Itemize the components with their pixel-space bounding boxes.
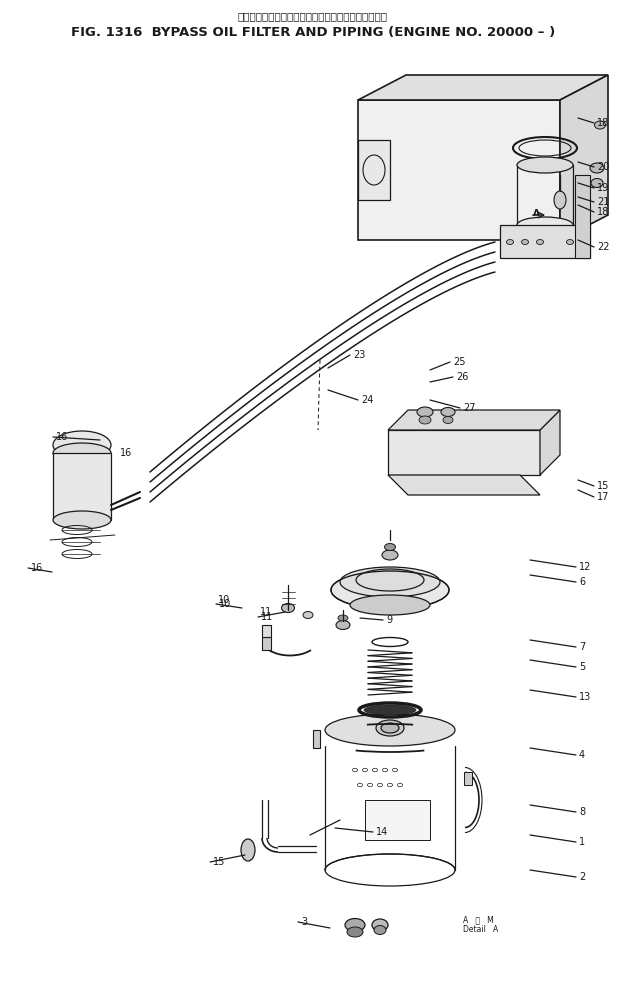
Ellipse shape <box>591 179 603 188</box>
Ellipse shape <box>376 720 404 736</box>
Polygon shape <box>560 75 608 240</box>
Ellipse shape <box>338 615 348 621</box>
Polygon shape <box>313 730 320 748</box>
Text: 18: 18 <box>597 118 609 128</box>
Ellipse shape <box>506 240 513 245</box>
Text: 9: 9 <box>386 615 392 625</box>
Text: 20: 20 <box>597 162 609 172</box>
Polygon shape <box>540 410 560 475</box>
Polygon shape <box>464 772 472 785</box>
Polygon shape <box>358 75 608 100</box>
Ellipse shape <box>336 621 350 629</box>
Ellipse shape <box>303 612 313 619</box>
Polygon shape <box>500 225 590 258</box>
Ellipse shape <box>536 240 543 245</box>
Text: A   披   M: A 披 M <box>463 915 494 924</box>
Text: 7: 7 <box>579 642 585 652</box>
Text: 21: 21 <box>597 197 609 207</box>
Text: 2: 2 <box>579 872 585 882</box>
Text: 14: 14 <box>376 827 388 837</box>
Ellipse shape <box>53 443 111 463</box>
Polygon shape <box>53 453 111 520</box>
Text: 23: 23 <box>353 350 366 360</box>
Polygon shape <box>575 175 590 258</box>
Ellipse shape <box>517 217 573 233</box>
Polygon shape <box>388 410 560 430</box>
Ellipse shape <box>331 571 449 609</box>
Text: 6: 6 <box>579 577 585 587</box>
Text: FIG. 1316  BYPASS OIL FILTER AND PIPING (ENGINE NO. 20000 – ): FIG. 1316 BYPASS OIL FILTER AND PIPING (… <box>71 26 555 38</box>
Ellipse shape <box>381 723 399 733</box>
Text: 3: 3 <box>301 917 307 927</box>
Polygon shape <box>388 475 540 495</box>
Ellipse shape <box>356 569 424 591</box>
Polygon shape <box>262 625 271 637</box>
Text: 16: 16 <box>31 563 43 573</box>
Ellipse shape <box>382 550 398 560</box>
Ellipse shape <box>325 714 455 746</box>
Text: 5: 5 <box>579 662 585 672</box>
Ellipse shape <box>419 416 431 424</box>
Ellipse shape <box>582 240 588 245</box>
Text: 15: 15 <box>597 481 609 491</box>
Ellipse shape <box>53 431 111 459</box>
Polygon shape <box>358 140 390 200</box>
Ellipse shape <box>521 240 528 245</box>
Ellipse shape <box>350 595 430 615</box>
Text: 18: 18 <box>597 207 609 217</box>
Text: Detail   A: Detail A <box>463 925 498 935</box>
Text: 4: 4 <box>579 750 585 760</box>
Text: 24: 24 <box>361 395 373 405</box>
Text: 27: 27 <box>463 403 476 413</box>
Text: 16: 16 <box>120 448 132 458</box>
Text: 16: 16 <box>56 432 68 442</box>
Ellipse shape <box>372 919 388 931</box>
Text: A: A <box>533 208 540 217</box>
Ellipse shape <box>347 927 363 937</box>
Ellipse shape <box>282 604 294 613</box>
Text: 26: 26 <box>456 372 468 382</box>
Text: 11: 11 <box>261 612 274 622</box>
Polygon shape <box>365 800 430 840</box>
Text: 12: 12 <box>579 562 592 572</box>
Ellipse shape <box>340 567 440 597</box>
Text: 13: 13 <box>579 692 591 702</box>
Text: 11: 11 <box>260 607 272 617</box>
Text: 25: 25 <box>453 357 466 367</box>
Ellipse shape <box>441 408 455 416</box>
Text: 17: 17 <box>597 492 609 502</box>
Ellipse shape <box>567 240 573 245</box>
Ellipse shape <box>374 925 386 935</box>
Polygon shape <box>358 100 560 240</box>
Text: 19: 19 <box>597 183 609 193</box>
Ellipse shape <box>241 839 255 861</box>
Ellipse shape <box>595 121 605 129</box>
Ellipse shape <box>364 705 416 715</box>
Polygon shape <box>262 637 271 650</box>
Polygon shape <box>388 430 540 475</box>
Text: 1: 1 <box>579 837 585 847</box>
Text: 10: 10 <box>219 599 231 609</box>
Ellipse shape <box>384 543 396 551</box>
Ellipse shape <box>53 511 111 529</box>
Ellipse shape <box>590 163 604 173</box>
Ellipse shape <box>554 191 566 209</box>
Ellipse shape <box>417 407 433 417</box>
Ellipse shape <box>345 918 365 932</box>
Text: 10: 10 <box>218 595 230 605</box>
Text: 8: 8 <box>579 807 585 817</box>
Text: 22: 22 <box>597 242 610 252</box>
Ellipse shape <box>517 157 573 173</box>
Text: バイパスオイルフィルタおよびパイピング　適用号機: バイパスオイルフィルタおよびパイピング 適用号機 <box>238 11 388 21</box>
Ellipse shape <box>443 416 453 423</box>
Text: 15: 15 <box>213 857 225 867</box>
